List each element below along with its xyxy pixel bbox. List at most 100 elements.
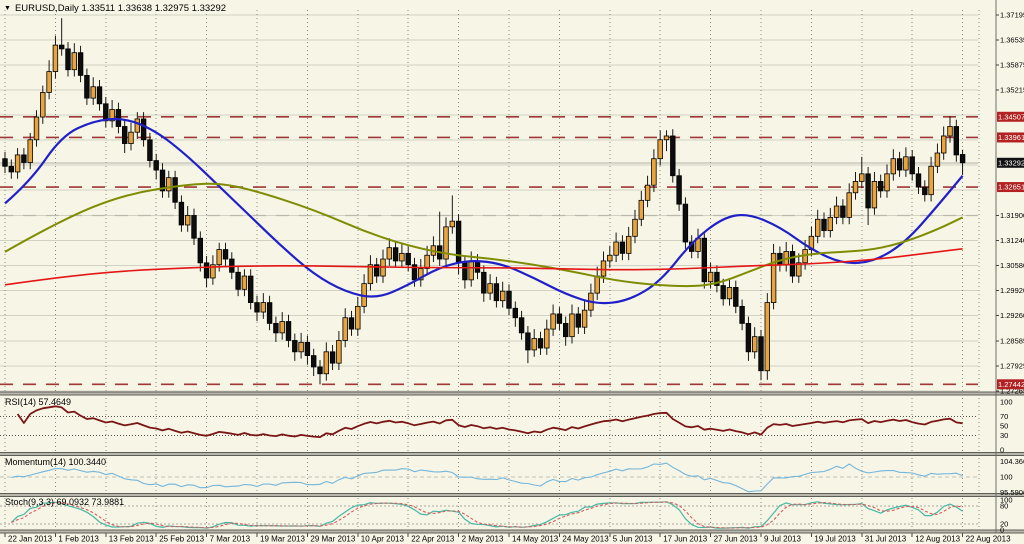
candle — [827, 207, 833, 238]
candle — [796, 253, 802, 283]
candle — [77, 45, 84, 83]
candle — [342, 308, 348, 348]
candle — [928, 156, 934, 202]
candle — [40, 85, 46, 124]
candle — [550, 304, 556, 336]
axis-label: 104.3661 — [1000, 457, 1024, 466]
axis-label: 1.27265 — [1000, 386, 1024, 395]
candle — [619, 235, 626, 261]
stochastic-indicator-label: Stoch(9,3,3) 69.0932 73.9881 — [5, 497, 125, 507]
candle — [852, 171, 859, 200]
momentum-indicator-label: Momentum(14) 100.3440 — [5, 457, 107, 467]
candle — [373, 257, 380, 283]
candle — [613, 232, 619, 263]
candle — [292, 333, 298, 361]
candle — [279, 312, 285, 340]
price-level-box — [997, 111, 1024, 122]
symbol-ohlc-text: EURUSD,Daily 1.33511 1.33638 1.32975 1.3… — [14, 3, 227, 14]
axis-label: 1.33961 — [998, 133, 1024, 142]
candle — [260, 293, 266, 319]
candle — [197, 231, 203, 272]
axis-label: 80 — [1000, 502, 1008, 511]
date-label: 25 Feb 2013 — [159, 535, 204, 544]
date-label: 22 Apr 2013 — [411, 535, 455, 544]
candle — [487, 274, 493, 300]
candle — [84, 68, 90, 105]
rsi-indicator-label: RSI(14) 57.4649 — [5, 397, 72, 407]
candle — [581, 300, 588, 335]
price-level-box — [997, 157, 1024, 168]
candle — [348, 310, 355, 336]
candle — [770, 243, 777, 310]
candle — [752, 327, 758, 359]
candle — [109, 100, 115, 128]
candle — [720, 278, 726, 306]
candle — [840, 199, 846, 225]
candle — [14, 148, 21, 179]
candle — [172, 170, 178, 210]
candle — [449, 195, 455, 234]
candle — [499, 281, 506, 308]
candle — [941, 126, 947, 160]
candle — [865, 167, 871, 225]
date-label: 7 Mar 2013 — [210, 535, 251, 544]
axis-label: 100 — [1000, 496, 1013, 505]
ma-mid-olive — [4, 182, 964, 288]
candle — [103, 96, 109, 128]
candle — [241, 269, 248, 297]
axis-label: 1.29920 — [1000, 286, 1024, 295]
date-label: 27 Jun 2013 — [714, 535, 759, 544]
candle — [846, 183, 852, 225]
date-label: 1 Feb 2013 — [58, 535, 99, 544]
axis-label: 70 — [1000, 412, 1008, 421]
candle — [59, 18, 65, 56]
date-label: 31 Jul 2013 — [865, 535, 907, 544]
chevron-down-icon[interactable]: ▼ — [4, 5, 11, 12]
candle — [147, 132, 153, 168]
candle — [184, 206, 191, 232]
candle — [46, 60, 52, 100]
candle — [518, 310, 525, 340]
stochastic-d-line — [11, 501, 963, 529]
candle — [71, 43, 77, 77]
axis-label: 30 — [1000, 431, 1008, 440]
candle — [903, 147, 909, 177]
axis-label: 1.28585 — [1000, 337, 1024, 346]
candle — [644, 175, 651, 208]
candle — [96, 79, 103, 111]
axis-label: 0 — [1000, 446, 1004, 455]
date-label: 9 Jul 2013 — [764, 535, 801, 544]
axis-label: 1.27442 — [998, 380, 1024, 389]
axis-label: 1.35875 — [1000, 60, 1024, 69]
candle — [323, 342, 329, 381]
axis-label: 1.31240 — [1000, 236, 1024, 245]
candle — [833, 196, 840, 225]
candle — [2, 151, 8, 174]
candle — [481, 265, 487, 302]
date-label: 22 Jan 2013 — [8, 535, 53, 544]
candle — [128, 122, 134, 151]
candle — [714, 265, 720, 293]
candle — [544, 319, 550, 355]
candle — [247, 269, 254, 310]
candle — [329, 344, 336, 370]
candle — [569, 304, 575, 344]
candle — [537, 331, 544, 355]
date-label: 19 Jul 2013 — [814, 535, 856, 544]
date-label: 29 Mar 2013 — [310, 535, 355, 544]
candle — [273, 316, 279, 342]
axis-label: 95.5906 — [1000, 488, 1024, 497]
candle — [418, 259, 424, 287]
candle — [878, 174, 884, 198]
candle — [178, 195, 185, 232]
candle — [676, 168, 682, 211]
candle — [890, 149, 896, 181]
candle — [336, 330, 342, 370]
candle — [506, 284, 512, 316]
candles-layer — [2, 18, 966, 385]
candle — [443, 217, 449, 266]
candle — [493, 276, 500, 308]
ma-fast-blue — [4, 117, 964, 305]
candle — [947, 116, 953, 143]
